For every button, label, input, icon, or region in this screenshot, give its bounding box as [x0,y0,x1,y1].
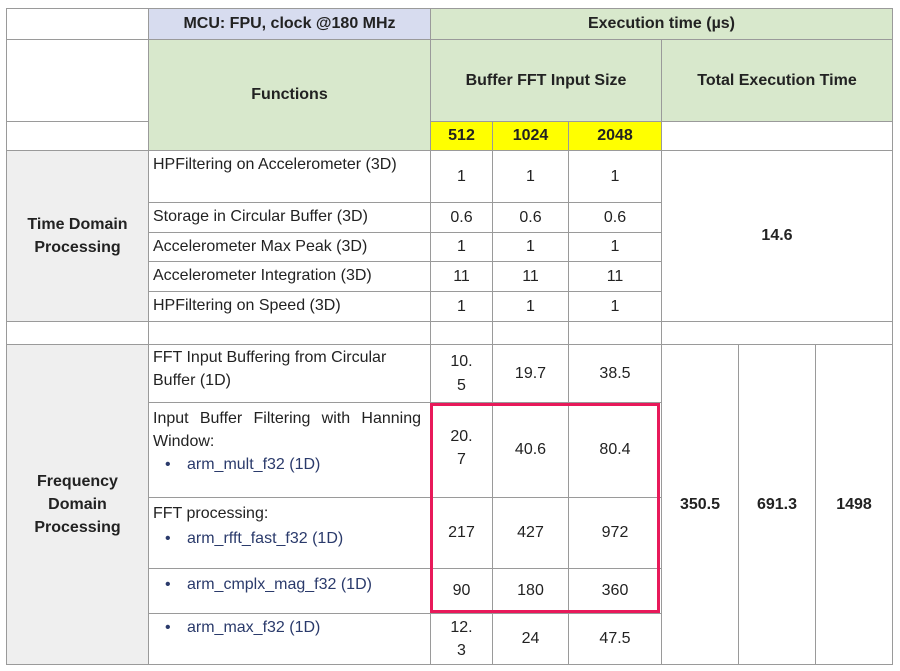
header-empty-left [6,39,149,122]
fd-row-4-sub-text: arm_cmplx_mag_f32 (1D) [187,576,372,593]
bullet-icon: • [165,576,171,593]
td-row-2-name: Storage in Circular Buffer (3D) [148,202,431,233]
fd-row-5-1024: 24 [492,613,569,665]
fd-row-2-sub-text: arm_mult_f32 (1D) [187,456,321,474]
fd-row-2-2048: 80.4 [568,402,662,498]
fd-row-1-512-text: 10.5 [450,353,473,394]
fd-row-1-2048: 38.5 [568,344,662,403]
fd-row-3-2048: 972 [568,497,662,569]
fd-row-4-512: 90 [430,568,493,614]
spacer-cell-6 [661,321,893,345]
fd-row-1-512: 10.5 [430,344,493,403]
time-domain-label: Time Domain Processing [6,150,149,322]
fd-row-3-1024: 427 [492,497,569,569]
bullet-icon: • [165,619,171,636]
bullet-icon: • [165,530,171,548]
spacer-cell-4 [492,321,569,345]
fd-row-5-512: 12.3 [430,613,493,665]
frequency-domain-label: Frequency Domain Processing [6,344,149,665]
fd-row-4-sub: • arm_cmplx_mag_f32 (1D) [153,573,372,596]
size-2048: 2048 [568,121,662,151]
td-row-3-2048: 1 [568,232,662,262]
td-row-3-512: 1 [430,232,493,262]
fd-row-3-sub-text: arm_rfft_fast_f32 (1D) [187,530,344,548]
bullet-icon: • [165,456,171,474]
spacer-cell-2 [148,321,431,345]
td-row-1-512: 1 [430,150,493,203]
td-row-4-2048: 11 [568,261,662,292]
fd-row-2-name-text: Input Buffer Filtering with Hanning Wind… [153,410,421,451]
header-empty-left-2 [6,121,149,151]
execution-time-header: Execution time (µs) [430,8,893,40]
time-domain-label-text: Time Domain Processing [27,215,128,256]
td-row-5-name: HPFiltering on Speed (3D) [148,291,431,322]
spacer-cell-5 [568,321,662,345]
td-row-4-1024: 11 [492,261,569,292]
fd-row-4-1024: 180 [492,568,569,614]
fd-row-4-2048: 360 [568,568,662,614]
fd-row-5-name: • arm_max_f32 (1D) [148,613,431,665]
frequency-domain-label-text: Frequency Domain Processing [34,472,121,537]
td-row-1-1024: 1 [492,150,569,203]
fd-row-2-name: Input Buffer Filtering with Hanning Wind… [148,402,431,498]
td-row-2-2048: 0.6 [568,202,662,233]
fd-row-2-512-text: 20.7 [450,428,473,469]
fd-row-2-512: 20.7 [430,402,493,498]
fd-row-1-name: FFT Input Buffering from Circular Buffer… [148,344,431,403]
fd-row-3-sub: • arm_rfft_fast_f32 (1D) [153,527,343,550]
fd-row-5-2048: 47.5 [568,613,662,665]
td-row-1-name: HPFiltering on Accelerometer (3D) [148,150,431,203]
header-empty-right [661,121,893,151]
functions-header: Functions [148,39,431,151]
td-row-2-512: 0.6 [430,202,493,233]
buffer-fft-input-size-header: Buffer FFT Input Size [430,39,662,122]
mcu-header: MCU: FPU, clock @180 MHz [148,8,431,40]
size-1024: 1024 [492,121,569,151]
spacer-cell-1 [6,321,149,345]
fd-total-512: 350.5 [661,344,739,665]
fd-row-1-1024: 19.7 [492,344,569,403]
td-row-5-1024: 1 [492,291,569,322]
size-512: 512 [430,121,493,151]
fd-row-3-name: FFT processing: • arm_rfft_fast_f32 (1D) [148,497,431,569]
fd-row-5-512-text: 12.3 [450,618,473,659]
fd-row-2-1024: 40.6 [492,402,569,498]
fd-total-1024: 691.3 [738,344,816,665]
fd-total-2048: 1498 [815,344,893,665]
td-row-4-name: Accelerometer Integration (3D) [148,261,431,292]
total-execution-time-header: Total Execution Time [661,39,893,122]
td-row-3-name: Accelerometer Max Peak (3D) [148,232,431,262]
td-row-1-2048: 1 [568,150,662,203]
td-row-2-1024: 0.6 [492,202,569,233]
fd-row-5-sub: • arm_max_f32 (1D) [153,616,320,639]
fd-row-5-sub-text: arm_max_f32 (1D) [187,619,321,636]
fd-row-3-name-text: FFT processing: [153,505,269,522]
td-row-4-512: 11 [430,261,493,292]
spacer-cell-3 [430,321,493,345]
td-row-5-2048: 1 [568,291,662,322]
fd-row-4-name: • arm_cmplx_mag_f32 (1D) [148,568,431,614]
td-row-5-512: 1 [430,291,493,322]
fd-row-3-512: 217 [430,497,493,569]
td-row-3-1024: 1 [492,232,569,262]
header-empty-corner [6,8,149,40]
td-total: 14.6 [661,150,893,322]
fd-row-2-sub: • arm_mult_f32 (1D) [153,453,320,476]
